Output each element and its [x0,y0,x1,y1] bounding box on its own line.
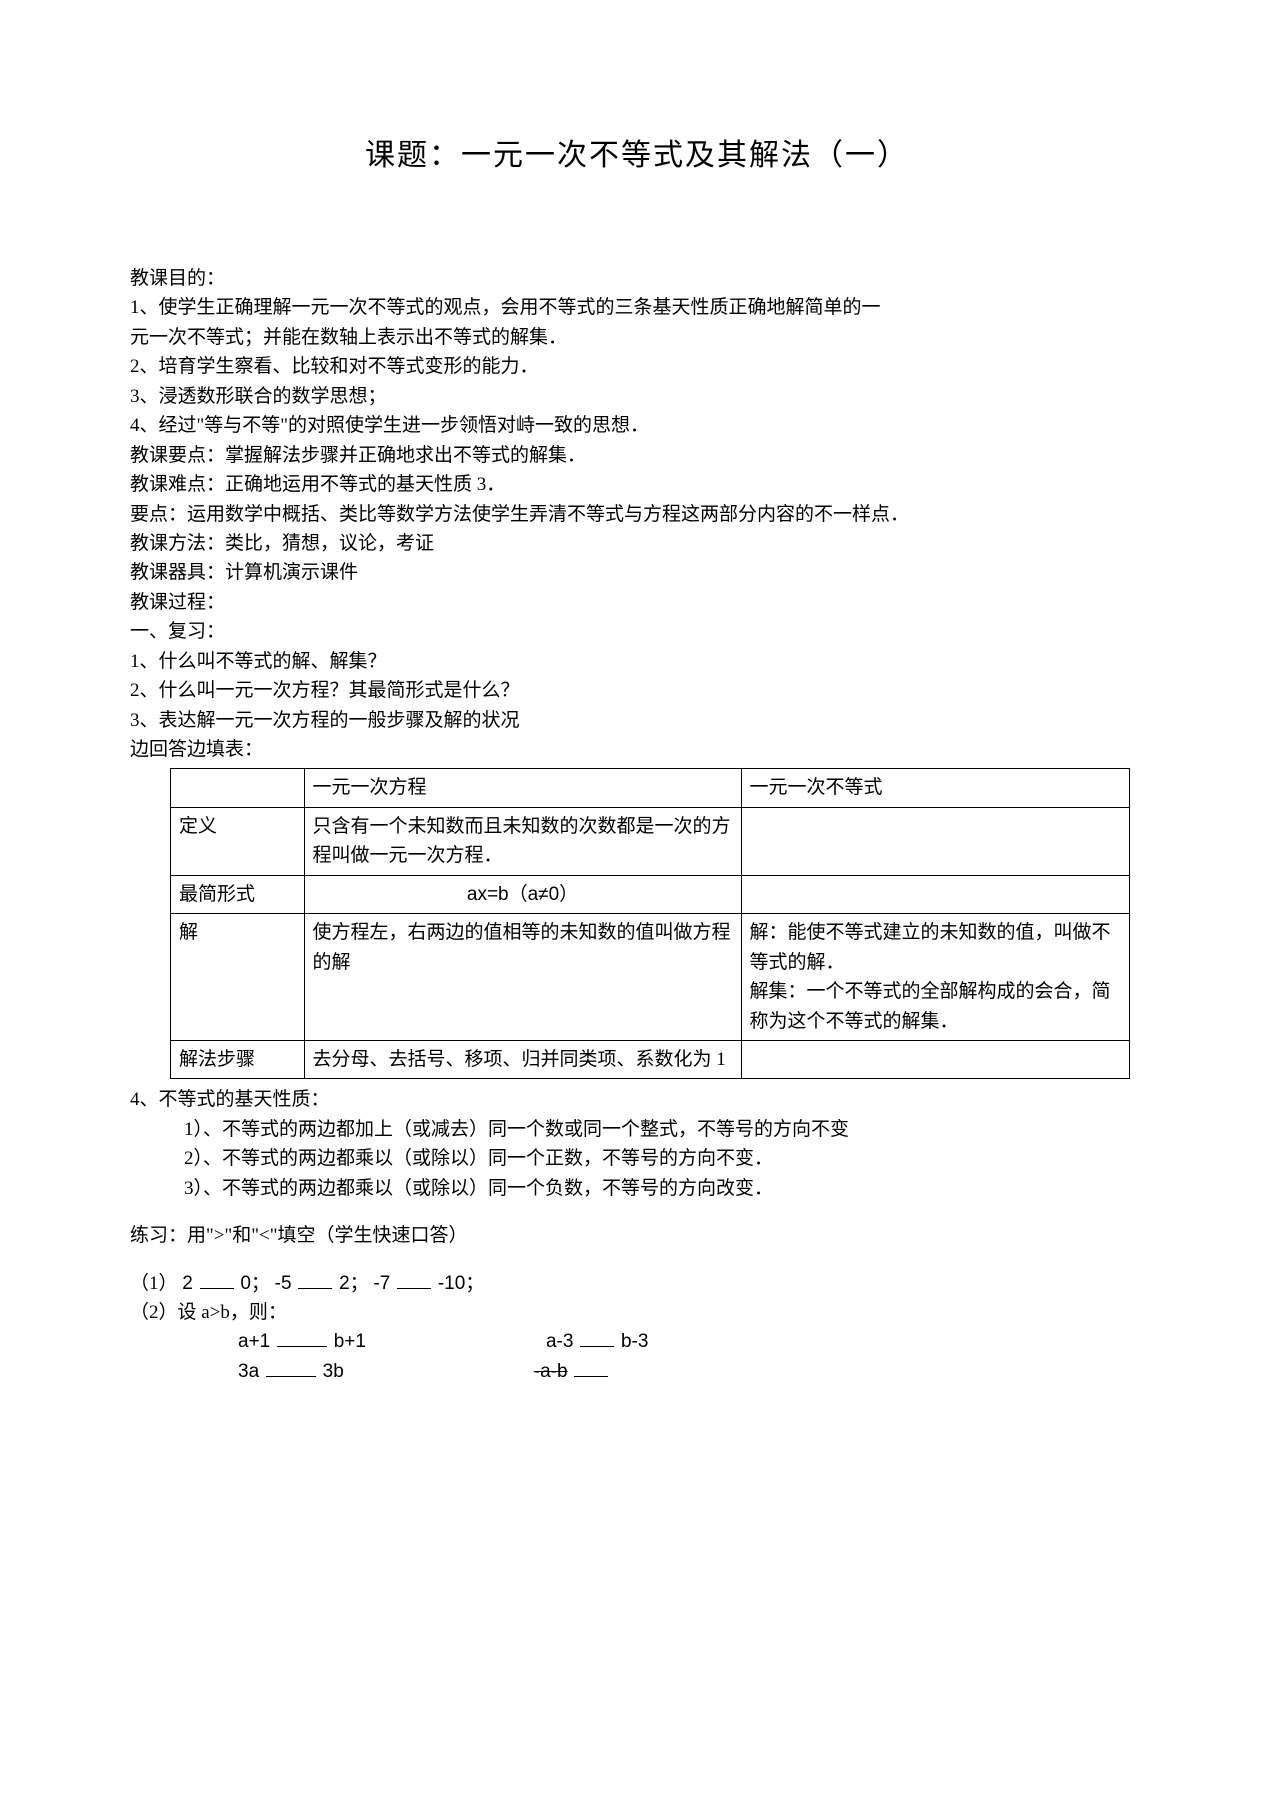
q2-r2-r1: -a [534,1361,551,1382]
table-row-solution: 解 使方程左，右两边的值相等的未知数的值叫做方程的解 解：能使不等式建立的未知数… [171,914,1130,1041]
q2-r1-l1: a+1 [238,1331,270,1352]
q2-r2-l2: 3b [323,1361,344,1382]
q1-b: 0； [240,1273,270,1294]
simplest-inequality [741,875,1129,913]
steps-equation: 去分母、去括号、移项、归并同类项、系数化为 1 [304,1040,741,1078]
comparison-table: 一元一次方程 一元一次不等式 定义 只含有一个未知数而且未知数的次数都是一次的方… [170,768,1130,1079]
header-equation: 一元一次方程 [304,769,741,807]
q2-label: （2）设 a>b，则： [130,1302,287,1323]
blank-5 [580,1328,614,1347]
goal-2: 2、培育学生察看、比较和对不等式变形的能力． [130,352,1144,381]
q1-c: -5 [275,1273,292,1294]
steps-label-text: 解法步骤 [179,1049,255,1070]
q2-r2-right: -a-b [534,1357,611,1386]
header-blank [171,769,305,807]
blank-6-struck [266,1358,316,1377]
steps-label: 解法步骤 [171,1040,305,1078]
table-row-steps: 解法步骤 去分母、去括号、移项、归并同类项、系数化为 1 [171,1040,1130,1078]
fill-table-note: 边回答边填表： [130,735,1144,764]
q2-r1-r1: a-3 [546,1331,573,1352]
blank-3 [397,1270,431,1289]
q2-r1-l2: b+1 [334,1331,366,1352]
lesson-title: 课题：一元一次不等式及其解法（一） [130,130,1144,174]
q1-a: 2 [182,1273,193,1294]
q2-r1-left: a+1 b+1 [238,1327,366,1356]
property-3: 3）、不等式的两边都乘以（或除以）同一个负数，不等号的方向改变． [130,1174,1144,1203]
sol-label: 解 [171,914,305,1041]
essence: 要点：运用数学中概括、类比等数学方法使学生弄清不等式与方程这两部分内容的不一样点… [130,500,1144,529]
goals-header: 教课目的： [130,264,1144,293]
q2-r1-right: a-3 b-3 [546,1327,648,1356]
goal-1-line2: 元一次不等式；并能在数轴上表示出不等式的解集． [130,323,1144,352]
goal-4: 4、经过"等与不等"的对照使学生进一步领悟对峙一致的思想． [130,411,1144,440]
practice-q2-row2: 3a 3b -a-b [130,1357,1144,1386]
table-header-row: 一元一次方程 一元一次不等式 [171,769,1130,807]
q1-label: （1） [130,1273,178,1294]
property-1: 1）、不等式的两边都加上（或减去）同一个数或同一个整式，不等号的方向不变 [130,1115,1144,1144]
table-row-definition: 定义 只含有一个未知数而且未知数的次数都是一次的方程叫做一元一次方程． [171,807,1130,875]
practice-q1: （1） 2 0； -5 2； -7 -10； [130,1269,1144,1298]
simplest-equation: ax=b（a≠0） [304,875,741,913]
steps-inequality [741,1040,1129,1078]
header-inequality: 一元一次不等式 [741,769,1129,807]
keypoint: 教课要点：掌握解法步骤并正确地求出不等式的解集． [130,441,1144,470]
table-row-simplest: 最简形式 ax=b（a≠0） [171,875,1130,913]
q2-r2-l1: 3a [238,1361,259,1382]
properties-header: 4、不等式的基天性质： [130,1085,1144,1114]
body-content: 教课目的： 1、使学生正确理解一元一次不等式的观点，会用不等式的三条基天性质正确… [130,264,1144,1386]
property-2: 2）、不等式的两边都乘以（或除以）同一个正数，不等号的方向不变． [130,1144,1144,1173]
practice-header: 练习：用">"和"<"填空（学生快速口答） [130,1221,1144,1250]
q1-d: 2； [339,1273,369,1294]
q2-r2-r2: -b [551,1361,568,1382]
q1-f: -10； [438,1273,484,1294]
blank-7 [574,1358,608,1377]
practice-q2-header: （2）设 a>b，则： [130,1298,1144,1327]
def-label: 定义 [171,807,305,875]
blank-2 [298,1270,332,1289]
goal-1-line1: 1、使学生正确理解一元一次不等式的观点，会用不等式的三条基天性质正确地解简单的一 [130,293,1144,322]
difficulty: 教课难点：正确地运用不等式的基天性质 3． [130,470,1144,499]
q1-e: -7 [373,1273,390,1294]
review-q2: 2、什么叫一元一次方程？其最简形式是什么？ [130,676,1144,705]
review-q1: 1、什么叫不等式的解、解集？ [130,647,1144,676]
method: 教课方法：类比，猜想，议论，考证 [130,529,1144,558]
practice-q2-row1: a+1 b+1 a-3 b-3 [130,1327,1144,1356]
review-header: 一、复习： [130,617,1144,646]
sol-equation: 使方程左，右两边的值相等的未知数的值叫做方程的解 [304,914,741,1041]
blank-4 [277,1328,327,1347]
process-header: 教课过程： [130,588,1144,617]
document-page: 课题：一元一次不等式及其解法（一） 教课目的： 1、使学生正确理解一元一次不等式… [0,0,1274,1386]
def-inequality [741,807,1129,875]
sol-inequality: 解：能使不等式建立的未知数的值，叫做不等式的解． 解集：一个不等式的全部解构成的… [741,914,1129,1041]
blank-1 [200,1270,234,1289]
goal-3: 3、浸透数形联合的数学思想； [130,382,1144,411]
tool: 教课器具：计算机演示课件 [130,558,1144,587]
review-q3: 3、表达解一元一次方程的一般步骤及解的状况 [130,706,1144,735]
simplest-label: 最简形式 [171,875,305,913]
def-equation: 只含有一个未知数而且未知数的次数都是一次的方程叫做一元一次方程． [304,807,741,875]
q2-r2-left: 3a 3b [238,1357,344,1386]
q2-r1-r2: b-3 [621,1331,648,1352]
